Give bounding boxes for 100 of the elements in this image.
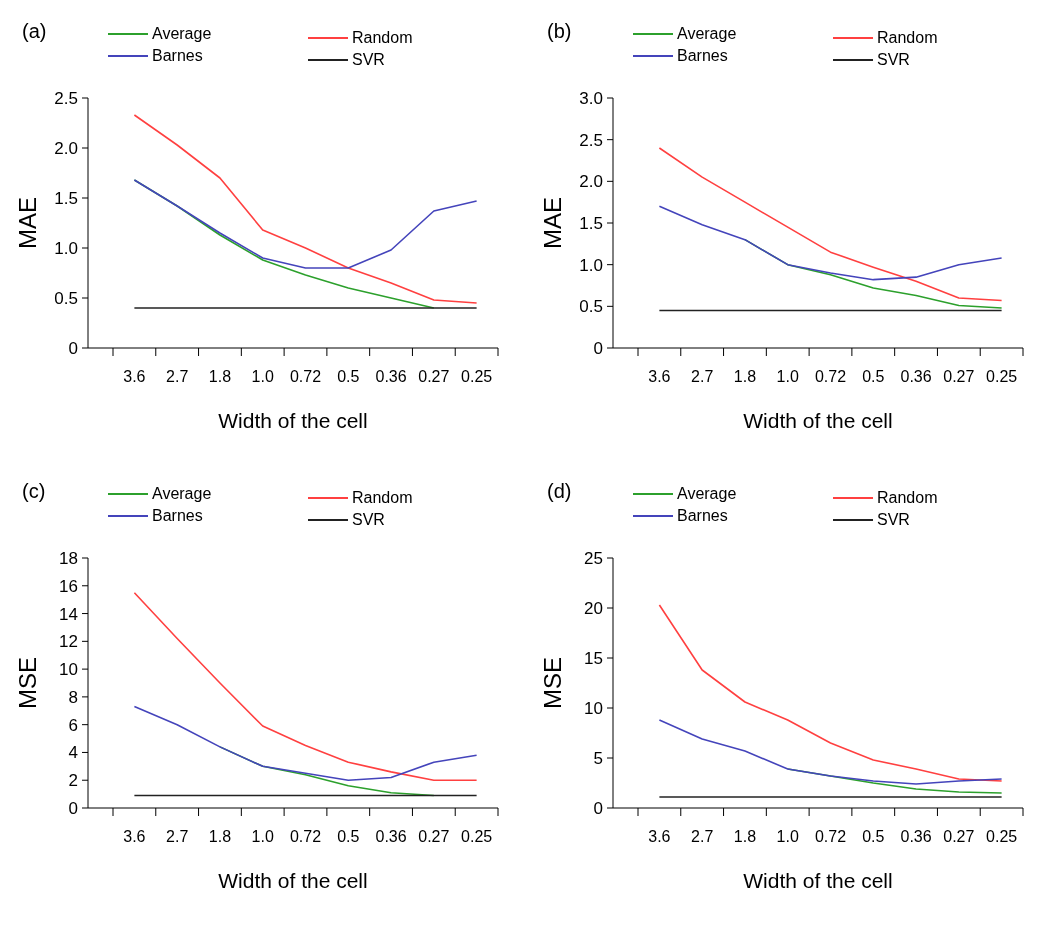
legend-label: Barnes [152, 507, 203, 524]
x-tick-label: 1.0 [776, 828, 799, 845]
chart-title: (a) [22, 20, 47, 42]
y-tick-label: 1.5 [579, 213, 603, 233]
x-tick-label: 0.27 [943, 828, 975, 845]
x-tick-label: 1.0 [776, 368, 799, 385]
x-tick-label: 2.7 [691, 368, 714, 385]
y-axis-title: MAE [14, 196, 41, 250]
legend-label: Random [352, 29, 413, 46]
legend-label: Barnes [152, 47, 203, 64]
x-tick-label: 0.25 [986, 368, 1018, 385]
x-tick-label: 0.5 [337, 828, 360, 845]
legend-label: Random [877, 29, 938, 46]
legend-label: Average [677, 485, 737, 502]
x-tick-label: 0.72 [289, 828, 322, 845]
line-series [658, 719, 1003, 785]
y-tick-label: 2.0 [54, 138, 78, 158]
y-tick-label: 2.5 [54, 88, 78, 108]
y-tick-label: 1.0 [54, 238, 78, 258]
y-tick-label: 16 [59, 576, 78, 596]
x-tick-label: 1.8 [208, 368, 232, 385]
x-tick-label: 0.36 [900, 368, 932, 385]
x-tick-label: 0.36 [375, 368, 407, 385]
x-tick-label: 3.6 [123, 828, 146, 845]
y-tick-label: 5 [593, 748, 603, 768]
y-axis-title: MSE [539, 656, 566, 710]
x-tick-label: 0.27 [418, 368, 450, 385]
x-tick-label: 0.5 [862, 828, 885, 845]
line-series [133, 591, 478, 782]
x-tick-label: 0.25 [461, 828, 493, 845]
x-tick-label: 0.25 [986, 828, 1018, 845]
y-tick-label: 2.0 [579, 172, 603, 192]
y-tick-label: 4 [68, 743, 78, 763]
x-tick-label: 1.8 [733, 828, 757, 845]
x-axis-title: Width of the cell [743, 409, 893, 432]
y-tick-label: 25 [584, 548, 603, 568]
x-tick-label: 0.27 [943, 368, 975, 385]
y-tick-label: 0.5 [579, 297, 603, 317]
legend-label: SVR [352, 51, 385, 68]
x-tick-label: 0.72 [814, 828, 847, 845]
legend-label: SVR [352, 511, 385, 528]
y-tick-label: 0 [593, 798, 603, 818]
x-tick-label: 1.8 [208, 828, 232, 845]
y-tick-label: 0.5 [54, 288, 78, 308]
y-tick-label: 2.5 [579, 130, 603, 150]
x-axis-title: Width of the cell [218, 869, 368, 892]
y-tick-label: 20 [584, 598, 603, 618]
y-tick-label: 6 [68, 715, 78, 735]
x-tick-label: 0.5 [862, 368, 885, 385]
x-tick-label: 3.6 [648, 368, 671, 385]
y-tick-label: 14 [59, 604, 78, 624]
x-tick-label: 0.72 [814, 368, 847, 385]
legend-label: Random [352, 489, 413, 506]
y-tick-label: 10 [584, 698, 603, 718]
x-tick-label: 1.8 [733, 368, 757, 385]
y-tick-label: 0 [593, 338, 603, 358]
y-tick-label: 15 [584, 648, 603, 668]
y-tick-label: 1.5 [54, 188, 78, 208]
line-series [658, 205, 1003, 281]
x-tick-label: 0.72 [289, 368, 322, 385]
legend-label: Barnes [677, 47, 728, 64]
x-tick-label: 1.0 [251, 828, 274, 845]
line-series [658, 147, 1003, 302]
legend-label: Average [152, 485, 212, 502]
x-tick-label: 0.36 [375, 828, 407, 845]
y-axis-title: MSE [14, 656, 41, 710]
y-tick-label: 3.0 [579, 88, 603, 108]
y-axis-title: MAE [539, 196, 566, 250]
line-series [133, 705, 478, 782]
chart-title: (c) [22, 480, 46, 502]
x-tick-label: 3.6 [123, 368, 146, 385]
x-tick-label: 3.6 [648, 828, 671, 845]
y-tick-label: 18 [59, 548, 78, 568]
chart-title: (d) [547, 480, 572, 502]
y-tick-label: 12 [59, 632, 78, 652]
legend-label: Barnes [677, 507, 728, 524]
legend-label: SVR [877, 51, 910, 68]
line-series [133, 179, 478, 269]
line-series [133, 114, 478, 304]
x-tick-label: 2.7 [166, 828, 189, 845]
x-tick-label: 2.7 [166, 368, 189, 385]
x-axis-title: Width of the cell [218, 409, 368, 432]
y-tick-label: 2 [68, 771, 78, 791]
x-tick-label: 2.7 [691, 828, 714, 845]
legend-label: Average [152, 25, 212, 42]
x-tick-label: 0.25 [461, 368, 493, 385]
y-tick-label: 1.0 [579, 255, 603, 275]
y-tick-label: 10 [59, 660, 78, 680]
x-tick-label: 0.5 [337, 368, 360, 385]
line-series [658, 604, 1003, 782]
x-tick-label: 0.27 [418, 828, 450, 845]
y-tick-label: 0 [68, 798, 78, 818]
legend-label: Random [877, 489, 938, 506]
legend-label: Average [677, 25, 737, 42]
x-axis-title: Width of the cell [743, 869, 893, 892]
y-tick-label: 0 [68, 338, 78, 358]
x-tick-label: 0.36 [900, 828, 932, 845]
chart-title: (b) [547, 20, 572, 42]
y-tick-label: 8 [68, 687, 78, 707]
legend-label: SVR [877, 511, 910, 528]
